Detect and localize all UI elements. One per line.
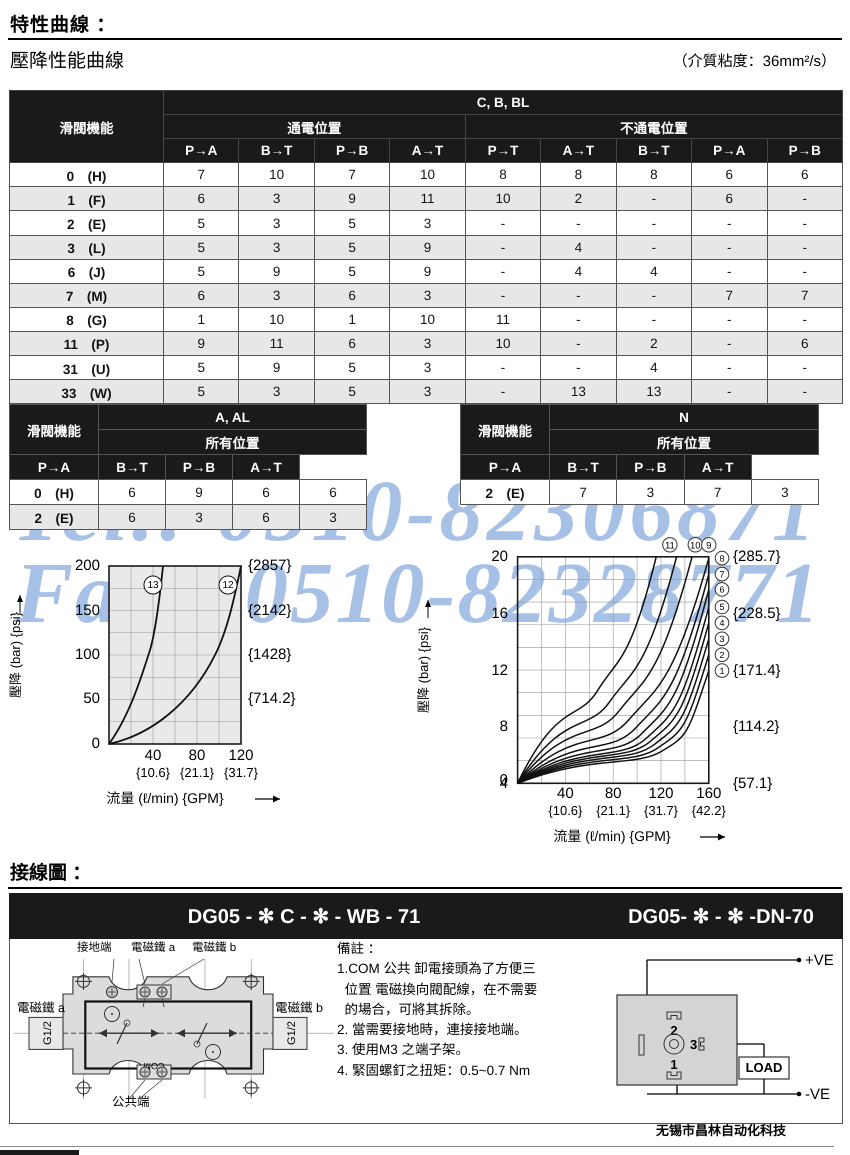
svg-text:2: 2	[670, 1023, 677, 1038]
svg-text:{714.2}: {714.2}	[248, 690, 296, 707]
svg-text:流量 (ℓ/min) {GPM}: 流量 (ℓ/min) {GPM}	[553, 828, 671, 844]
svg-text:+VE: +VE	[805, 952, 834, 969]
svg-text:150: 150	[75, 602, 100, 619]
svg-text:{31.7}: {31.7}	[224, 765, 259, 780]
svg-text:{1428}: {1428}	[248, 646, 291, 663]
svg-text:0: 0	[92, 735, 100, 752]
svg-text:接地端: 接地端	[77, 941, 112, 954]
svg-text:壓降 (bar) {psi}: 壓降 (bar) {psi}	[416, 626, 431, 713]
svg-text:2: 2	[719, 650, 724, 660]
svg-text:6: 6	[719, 585, 724, 595]
svg-text:120: 120	[648, 785, 673, 802]
svg-text:0: 0	[500, 772, 508, 789]
svg-text:9: 9	[706, 540, 711, 551]
svg-text:50: 50	[83, 690, 100, 707]
svg-text:7: 7	[719, 569, 724, 579]
svg-text:-VE: -VE	[805, 1086, 830, 1103]
svg-text:LOAD: LOAD	[746, 1060, 783, 1075]
svg-text:3: 3	[719, 634, 724, 644]
svg-text:{21.1}: {21.1}	[596, 803, 631, 818]
svg-text:80: 80	[189, 747, 206, 764]
svg-text:{171.4}: {171.4}	[733, 662, 781, 679]
svg-text:1: 1	[670, 1057, 677, 1072]
svg-text:160: 160	[696, 785, 721, 802]
svg-text:11: 11	[665, 540, 675, 551]
svg-text:電磁鐵 b: 電磁鐵 b	[192, 941, 236, 954]
svg-text:電磁鐵 b: 電磁鐵 b	[275, 1001, 323, 1015]
svg-text:8: 8	[719, 553, 724, 563]
svg-text:壓降 (bar) {psi}: 壓降 (bar) {psi}	[8, 611, 23, 698]
svg-text:12: 12	[491, 662, 508, 679]
svg-text:10: 10	[690, 540, 701, 551]
svg-text:流量 (ℓ/min) {GPM}: 流量 (ℓ/min) {GPM}	[106, 790, 224, 806]
svg-text:{21.1}: {21.1}	[180, 765, 215, 780]
svg-text:13: 13	[147, 580, 159, 591]
svg-text:{114.2}: {114.2}	[733, 718, 779, 735]
svg-text:G1/2: G1/2	[42, 1021, 54, 1045]
svg-text:8: 8	[500, 718, 508, 735]
svg-text:40: 40	[145, 747, 162, 764]
svg-text:{285.7}: {285.7}	[733, 548, 781, 565]
svg-text:200: 200	[75, 557, 100, 574]
svg-text:3: 3	[690, 1037, 697, 1052]
svg-text:120: 120	[228, 747, 253, 764]
svg-text:100: 100	[75, 646, 100, 663]
svg-text:40: 40	[557, 785, 574, 802]
svg-text:{2142}: {2142}	[248, 602, 291, 619]
svg-text:16: 16	[491, 605, 508, 622]
svg-text:{2857}: {2857}	[248, 557, 291, 574]
svg-text:4: 4	[719, 618, 724, 628]
svg-text:20: 20	[491, 548, 508, 565]
svg-text:{10.6}: {10.6}	[136, 765, 171, 780]
svg-text:{57.1}: {57.1}	[733, 775, 772, 792]
svg-text:5: 5	[719, 602, 724, 612]
svg-text:{31.7}: {31.7}	[644, 803, 679, 818]
svg-text:G1/2: G1/2	[286, 1021, 298, 1045]
svg-text:電磁鐵 a: 電磁鐵 a	[17, 1001, 65, 1015]
svg-text:12: 12	[222, 580, 234, 591]
svg-text:{228.5}: {228.5}	[733, 605, 781, 622]
svg-text:{10.6}: {10.6}	[548, 803, 583, 818]
svg-text:1: 1	[719, 666, 724, 676]
svg-text:{42.2}: {42.2}	[692, 803, 727, 818]
svg-text:80: 80	[605, 785, 622, 802]
svg-text:電磁鐵 a: 電磁鐵 a	[131, 941, 176, 954]
